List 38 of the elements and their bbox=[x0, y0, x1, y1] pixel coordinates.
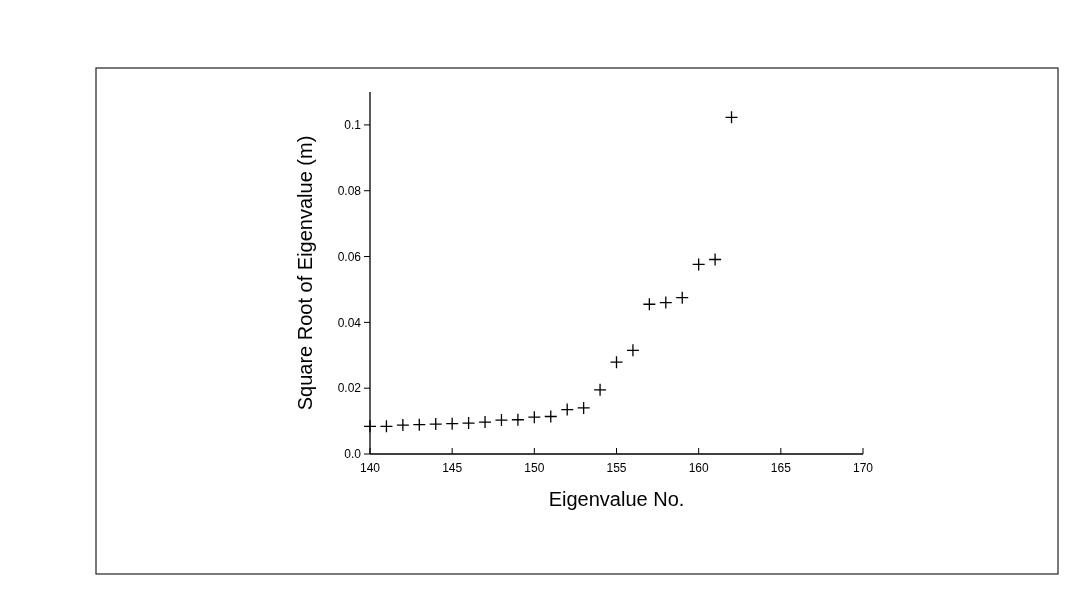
point bbox=[642, 297, 657, 311]
x-tick-label: 140 bbox=[359, 461, 381, 475]
point bbox=[675, 291, 689, 305]
x-tick-label: 155 bbox=[606, 461, 627, 475]
y-tick-label: 0.06 bbox=[337, 249, 362, 264]
point bbox=[609, 355, 624, 369]
point bbox=[544, 409, 558, 424]
y-tick-label: 0.08 bbox=[337, 183, 362, 198]
point bbox=[396, 418, 410, 432]
y-tick-label: 0.1 bbox=[344, 118, 362, 133]
x-tick-label: 170 bbox=[852, 461, 874, 475]
point bbox=[724, 110, 739, 124]
point bbox=[692, 257, 706, 272]
x-axis-title: Eigenvalue No. bbox=[548, 488, 685, 510]
y-tick-label: 0.04 bbox=[337, 315, 362, 330]
y-tick-label: 0.0 bbox=[344, 447, 362, 462]
x-tick-label: 145 bbox=[442, 461, 463, 475]
point bbox=[659, 295, 673, 310]
point bbox=[363, 419, 377, 434]
y-axis-title: Square Root of Eigenvalue (m) bbox=[294, 135, 316, 411]
x-tick-label: 165 bbox=[770, 461, 792, 475]
point bbox=[445, 417, 459, 431]
x-tick-label: 160 bbox=[688, 461, 709, 475]
point bbox=[412, 418, 426, 432]
point bbox=[560, 402, 574, 417]
point bbox=[461, 416, 476, 430]
point bbox=[576, 401, 591, 415]
point bbox=[379, 419, 394, 434]
point bbox=[511, 413, 525, 427]
point bbox=[708, 252, 722, 267]
point bbox=[478, 415, 492, 429]
point bbox=[494, 413, 509, 427]
point bbox=[527, 410, 541, 424]
point bbox=[429, 417, 443, 431]
point bbox=[626, 343, 640, 357]
x-tick-label: 150 bbox=[524, 461, 545, 475]
y-tick-label: 0.02 bbox=[337, 381, 362, 396]
point bbox=[593, 383, 607, 397]
